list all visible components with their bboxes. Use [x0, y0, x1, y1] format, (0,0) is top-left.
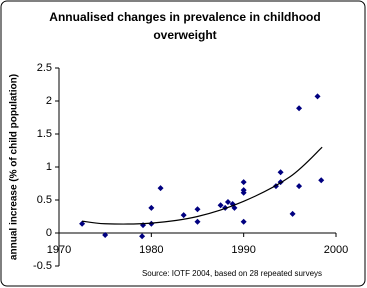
point	[194, 218, 201, 225]
x-tick-label: 1990	[231, 244, 255, 256]
y-tick-label: 2	[46, 95, 52, 107]
point	[139, 233, 146, 240]
point	[148, 204, 155, 211]
point	[296, 105, 303, 112]
point	[314, 93, 321, 100]
x-tick-label: 1980	[139, 244, 163, 256]
plot-area	[59, 68, 336, 266]
point	[240, 218, 247, 225]
point	[224, 198, 231, 205]
y-tick-label: 0.5	[37, 194, 52, 206]
point	[296, 183, 303, 190]
point	[157, 185, 164, 192]
y-axis-label: annual increase (% of child population)	[9, 74, 20, 260]
point	[148, 220, 155, 227]
point	[289, 210, 296, 217]
point	[277, 169, 284, 176]
trend-line	[82, 146, 323, 225]
y-tick-label: 0	[46, 227, 52, 239]
point	[79, 220, 86, 227]
point	[240, 179, 247, 186]
y-tick-label: 1	[46, 161, 52, 173]
x-tick-label: 2000	[324, 244, 348, 256]
point	[194, 206, 201, 213]
x-tick-label: 1970	[47, 244, 71, 256]
y-tick-label: -0.5	[33, 260, 52, 272]
point	[102, 231, 109, 238]
chart-title: Annualised changes in prevalence in chil…	[49, 10, 320, 42]
source-note: Source: IOTF 2004, based on 28 repeated …	[142, 269, 322, 278]
point	[318, 177, 325, 184]
point	[217, 202, 224, 209]
point	[180, 212, 187, 219]
point	[240, 187, 247, 194]
point	[231, 204, 238, 211]
y-tick-label: 2.5	[37, 62, 52, 74]
y-tick-label: 1.5	[37, 128, 52, 140]
